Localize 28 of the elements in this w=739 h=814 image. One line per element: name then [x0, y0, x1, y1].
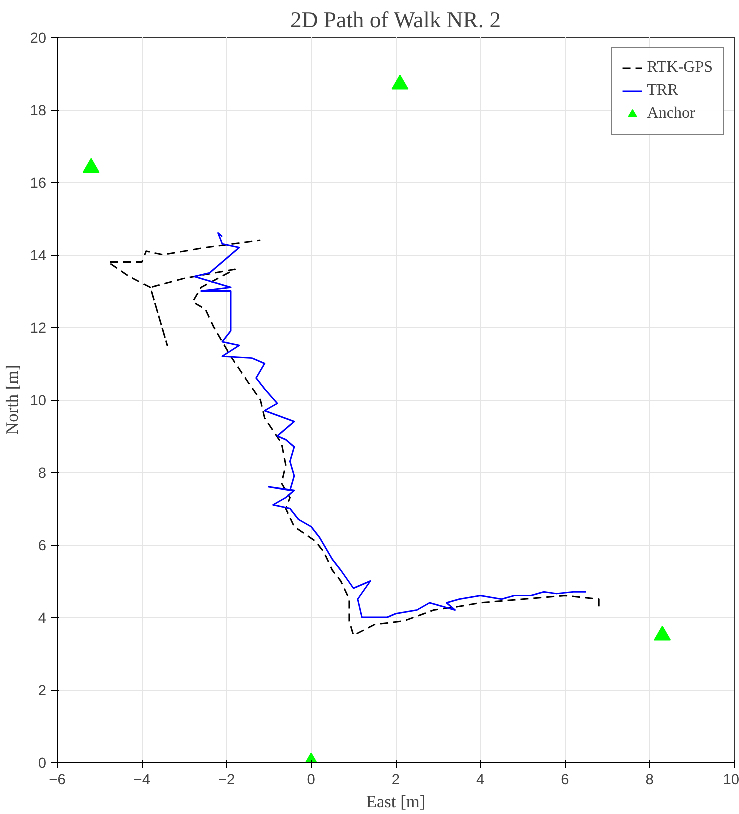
y-tick-label: 2: [38, 684, 47, 700]
y-tick-label: 18: [30, 104, 47, 120]
y-tick-label: 4: [38, 611, 47, 627]
y-axis-title: North [m]: [3, 365, 22, 435]
y-tick-label: 6: [38, 538, 47, 554]
legend-label: TRR: [647, 82, 678, 100]
y-tick-label: 16: [30, 176, 47, 192]
y-tick-label: 20: [30, 31, 47, 47]
x-tick-label: 2: [392, 772, 400, 788]
legend-label: RTK-GPS: [647, 59, 713, 77]
x-tick-label: 8: [646, 772, 654, 788]
x-tick-label: 6: [561, 772, 570, 788]
x-axis-title: East [m]: [366, 792, 426, 812]
x-tick-label: 10: [723, 772, 739, 788]
y-tick-label: 14: [30, 248, 47, 264]
y-tick-label: 0: [38, 756, 47, 772]
y-tick-label: 10: [30, 394, 47, 410]
line-series: [108, 240, 600, 636]
chart-title: 2D Path of Walk NR. 2: [290, 8, 502, 32]
y-tick-label: 12: [30, 321, 47, 337]
x-tick-label: 0: [307, 772, 316, 788]
y-tick-label: 8: [38, 466, 47, 482]
legend-label: Anchor: [647, 105, 696, 123]
x-tick-label: −6: [49, 772, 66, 788]
x-tick-label: −4: [134, 772, 150, 788]
x-tick-label: 4: [476, 772, 485, 788]
line-series: [194, 232, 588, 618]
x-tick-label: −2: [218, 772, 236, 788]
